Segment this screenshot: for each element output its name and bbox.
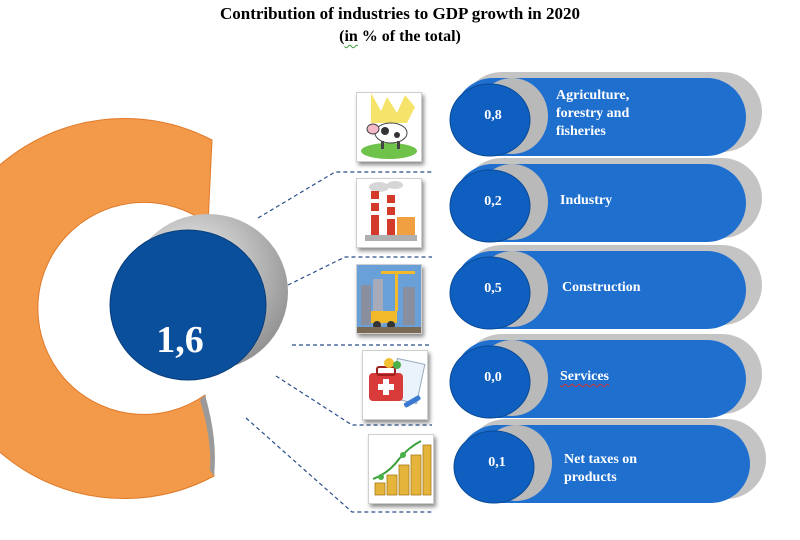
chart-title: Contribution of industries to GDP growth… — [0, 2, 800, 48]
title-line-1: Contribution of industries to GDP growth… — [219, 4, 581, 23]
medical-kit-icon — [362, 350, 428, 420]
pill-label-net-taxes: Net taxes on products — [564, 452, 638, 485]
total-circle — [109, 229, 267, 381]
cow-meadow-icon — [356, 92, 422, 162]
title-line-2: (in % of the total) — [339, 28, 461, 45]
ring-shadow — [200, 395, 215, 476]
pill-label-services: Services — [560, 369, 609, 384]
pill-value-agriculture: 0,8 — [484, 108, 502, 123]
value-circle-industry — [449, 169, 531, 243]
total-ring — [0, 118, 215, 500]
pill-value-net-taxes: 0,1 — [488, 455, 506, 470]
connector-line-2 — [287, 256, 432, 286]
total-value: 1,6 — [156, 319, 204, 361]
connector-line-5 — [245, 417, 432, 513]
pill-value-services: 0,0 — [484, 370, 502, 385]
value-circle-construction — [449, 256, 531, 330]
construction-crane-icon — [356, 264, 422, 334]
value-circle-services — [449, 345, 531, 419]
pill-label-construction: Construction — [562, 280, 641, 295]
pill-label-industry: Industry — [560, 193, 613, 208]
connector-line-4 — [275, 375, 432, 426]
connector-line-1 — [257, 171, 432, 219]
pill-value-industry: 0,2 — [484, 194, 502, 209]
pill-label-agriculture: Agriculture, forestry and fisheries — [556, 88, 630, 139]
coin-stacks-icon — [368, 434, 434, 504]
factory-icon — [356, 178, 422, 248]
pill-value-construction: 0,5 — [484, 281, 502, 296]
value-circle-net-taxes — [453, 430, 535, 504]
value-circle-agriculture — [449, 83, 531, 157]
